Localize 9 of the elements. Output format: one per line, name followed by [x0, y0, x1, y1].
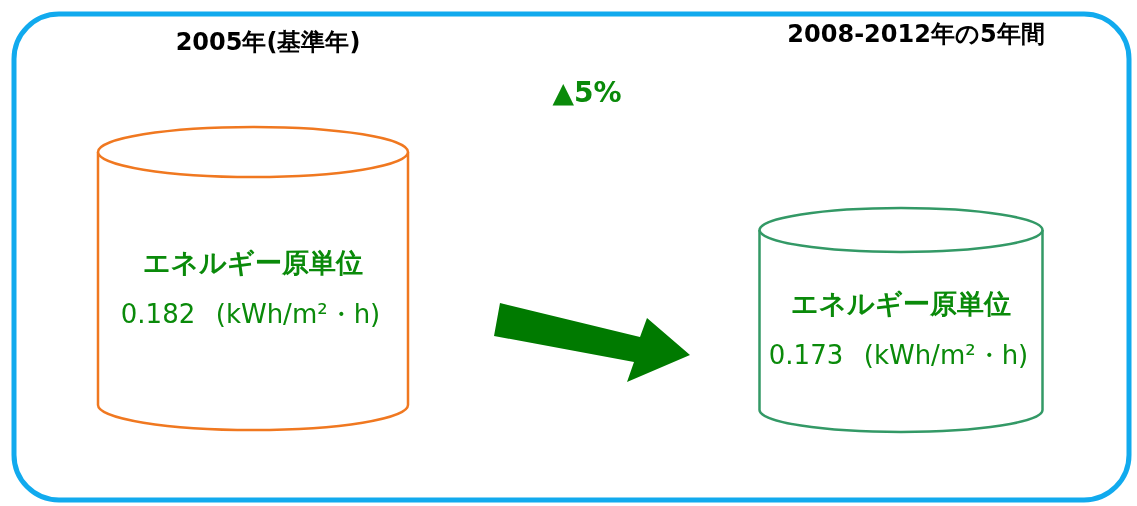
text: エネルギー原単位	[791, 288, 1011, 319]
data-label: 0.182	[120, 298, 196, 329]
text: ▲5%	[552, 76, 622, 109]
category-label: 2008-2012年の5年間	[787, 20, 1045, 48]
text: エネルギー原単位	[143, 246, 363, 278]
data-label: 0.173	[768, 340, 844, 370]
category-label: 2005年(基準年)	[175, 28, 361, 56]
text: (kWh/m²・h)	[863, 340, 1029, 370]
text: (kWh/m²・h)	[215, 298, 381, 329]
